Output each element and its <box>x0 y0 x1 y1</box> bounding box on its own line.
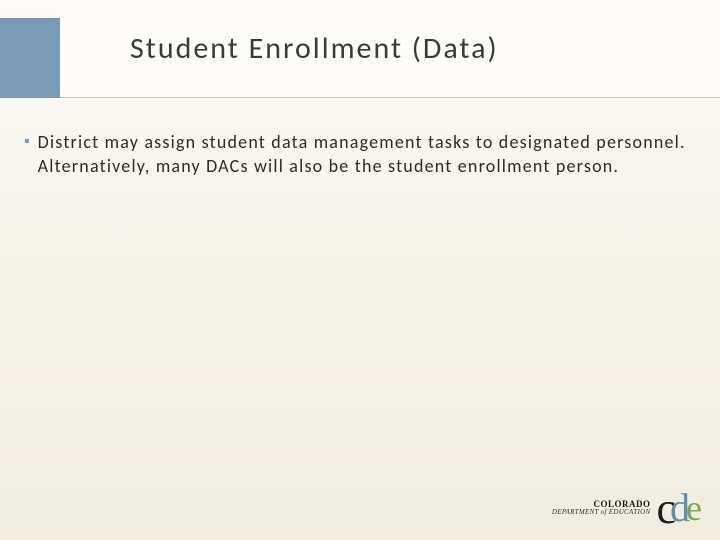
bullet-item: ▪ District may assign student data manag… <box>24 130 700 179</box>
cde-letter-e: e <box>686 494 702 523</box>
footer-org-text: COLORADO DEPARTMENT of EDUCATION <box>552 500 651 516</box>
bullet-marker-icon: ▪ <box>24 131 30 153</box>
footer-line2: DEPARTMENT of EDUCATION <box>552 509 651 516</box>
bullet-text: District may assign student data managem… <box>38 130 700 179</box>
title-container: Student Enrollment (Data) <box>60 0 720 98</box>
footer-logo: COLORADO DEPARTMENT of EDUCATION c d e <box>552 491 702 526</box>
content-area: ▪ District may assign student data manag… <box>24 130 700 179</box>
slide-title: Student Enrollment (Data) <box>130 30 499 67</box>
cde-logo-icon: c d e <box>656 491 702 526</box>
